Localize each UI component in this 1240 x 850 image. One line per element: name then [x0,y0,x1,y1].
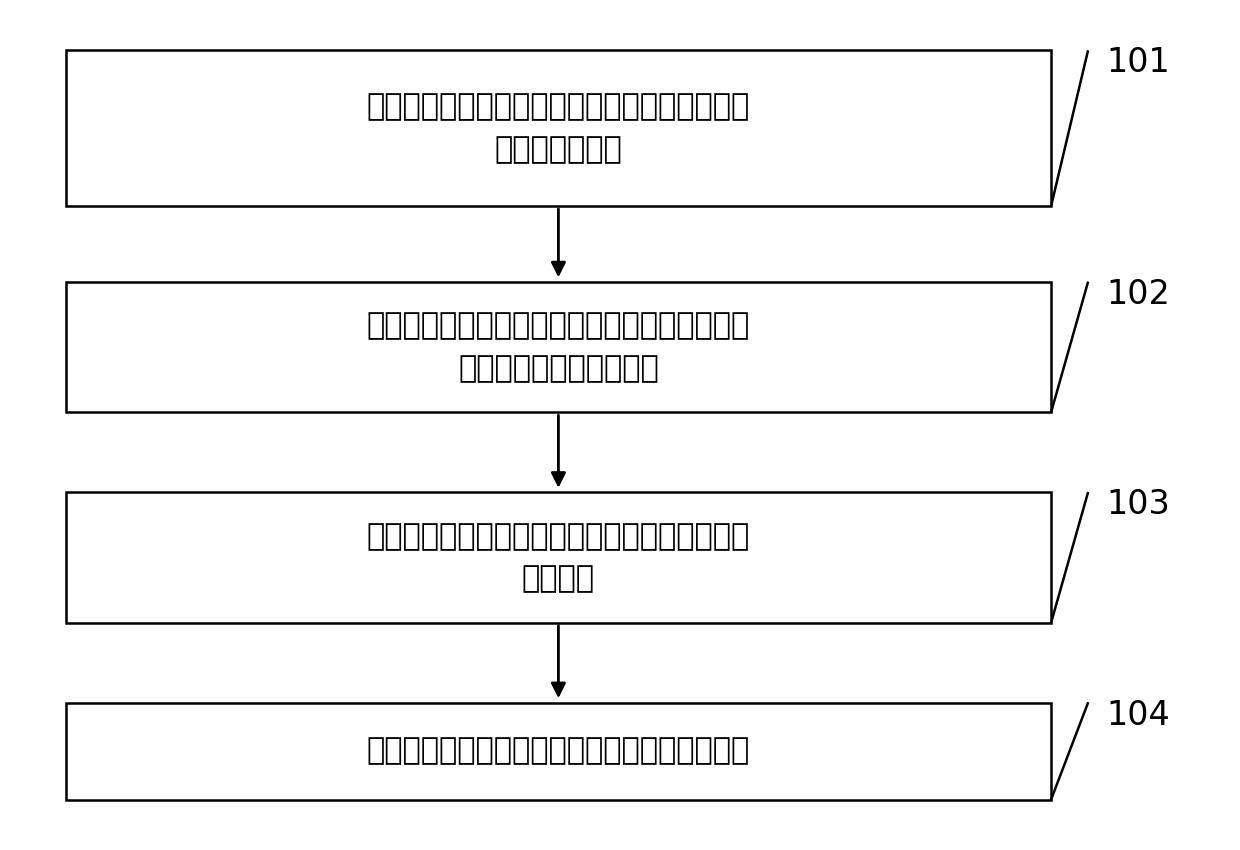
Text: 104: 104 [1106,699,1171,732]
Text: 当处于分屏显示状态时，检测用户针对分屏显示
界面的滑动操作: 当处于分屏显示状态时，检测用户针对分屏显示 界面的滑动操作 [367,93,750,164]
FancyBboxPatch shape [66,703,1052,800]
Text: 退出分屏显示状态，并对目标分屏应用进行显示: 退出分屏显示状态，并对目标分屏应用进行显示 [367,737,750,766]
Text: 103: 103 [1106,488,1171,521]
FancyBboxPatch shape [66,50,1052,207]
FancyBboxPatch shape [66,282,1052,412]
Text: 根据手指数量确定在分屏退出后保留显示的目标
分屏应用: 根据手指数量确定在分屏退出后保留显示的目标 分屏应用 [367,522,750,593]
Text: 102: 102 [1106,278,1171,311]
Text: 101: 101 [1106,46,1171,79]
Text: 当滑动操作满足预设分屏退出条件时，获取用户
执行滑动操作的手指数量: 当滑动操作满足预设分屏退出条件时，获取用户 执行滑动操作的手指数量 [367,311,750,383]
FancyBboxPatch shape [66,492,1052,623]
